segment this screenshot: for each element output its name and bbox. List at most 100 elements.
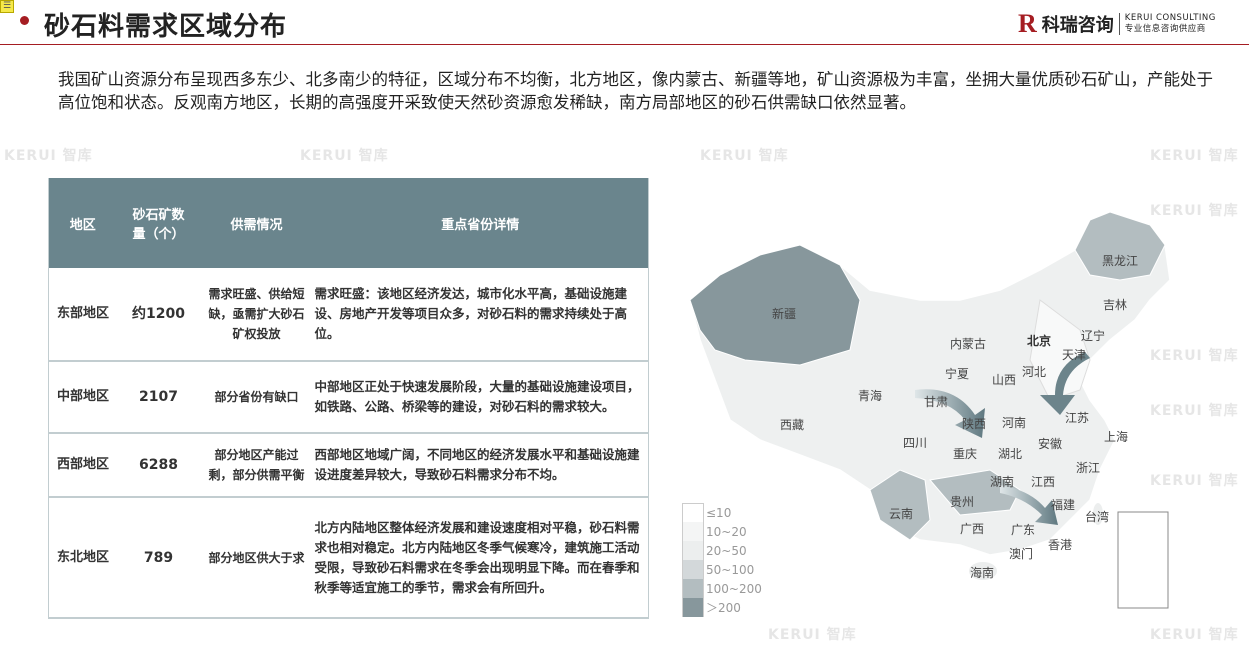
col-header-count: 砂石矿数量（个）	[116, 178, 201, 268]
logo-cn: 科瑞咨询	[1041, 15, 1114, 36]
legend-label: ＞200	[706, 601, 741, 615]
title-divider	[0, 44, 1249, 45]
flow-arrow-west	[915, 389, 985, 438]
watermark: KERUI 智库	[700, 148, 789, 164]
legend-item: 50~100	[682, 560, 762, 579]
province-label: 贵州	[950, 495, 975, 509]
map-region-hainan	[969, 562, 997, 580]
province-label: 西藏	[780, 418, 805, 432]
province-label: 吉林	[1103, 298, 1128, 312]
flow-arrow-north	[1040, 352, 1090, 415]
page-title: 砂石料需求区域分布	[44, 12, 288, 42]
note-icon[interactable]: ☰	[0, 0, 14, 13]
province-label: 湖北	[998, 447, 1023, 461]
watermark: KERUI 智库	[1150, 473, 1239, 489]
province-label: 黑龙江	[1102, 254, 1139, 268]
province-label: 广东	[1011, 523, 1036, 537]
province-label: 辽宁	[1081, 329, 1106, 343]
logo-en: KERUI CONSULTING 专业信息咨询供应商	[1125, 13, 1216, 35]
legend-swatch	[682, 522, 704, 541]
province-label: 海南	[970, 566, 995, 580]
cell-detail: 西部地区地域广阔，不同地区的经济发展水平和基础设施建设进度差异较大，导致砂石料需…	[312, 433, 649, 498]
cell-supply: 部分省份有缺口	[200, 361, 313, 434]
cell-count: 789	[116, 497, 201, 619]
legend-swatch	[682, 598, 704, 617]
cell-region: 中部地区	[48, 361, 117, 434]
province-label: 北京	[1027, 334, 1052, 348]
table-row: 西部地区 6288 部分地区产能过剩，部分供需平衡 西部地区地域广阔，不同地区的…	[48, 433, 649, 498]
cell-supply: 部分地区供大于求	[200, 497, 313, 619]
table-row: 东北地区 789 部分地区供大于求 北方内陆地区整体经济发展和建设速度相对平稳，…	[48, 497, 649, 619]
legend-label: 20~50	[706, 543, 747, 558]
logo: R 科瑞咨询 KERUI CONSULTING 专业信息咨询供应商	[1018, 9, 1216, 39]
flow-arrow-south	[1000, 485, 1058, 525]
legend-label: 50~100	[706, 562, 755, 577]
province-label: 安徽	[1038, 437, 1063, 451]
title-bullet	[20, 16, 29, 25]
province-label: 福建	[1051, 498, 1076, 512]
south-china-sea-inset	[1117, 511, 1169, 609]
legend-label: 100~200	[706, 581, 762, 596]
province-label: 四川	[903, 436, 928, 450]
intro-paragraph: 我国矿山资源分布呈现西多东少、北多南少的特征，区域分布不均衡，北方地区，像内蒙古…	[58, 70, 1213, 112]
watermark: KERUI 智库	[300, 148, 389, 164]
legend-swatch	[682, 579, 704, 598]
province-label: 甘肃	[924, 395, 949, 409]
province-label: 河南	[1002, 416, 1027, 430]
watermark: KERUI 智库	[1150, 203, 1239, 219]
province-label: 湖南	[990, 475, 1015, 489]
watermark: KERUI 智库	[4, 148, 93, 164]
province-label: 陕西	[962, 417, 987, 431]
cell-region: 西部地区	[48, 433, 117, 498]
province-label: 山西	[992, 373, 1017, 387]
map-region-taiwan	[1093, 503, 1103, 525]
table-header-row: 地区 砂石矿数量（个） 供需情况 重点省份详情	[48, 178, 649, 268]
map-region-east	[1029, 299, 1091, 401]
col-header-supply: 供需情况	[200, 178, 313, 268]
table-row: 中部地区 2107 部分省份有缺口 中部地区正处于快速发展阶段，大量的基础设施建…	[48, 361, 649, 434]
legend-swatch	[682, 541, 704, 560]
province-label: 上海	[1104, 430, 1129, 444]
cell-count: 2107	[116, 361, 201, 434]
col-header-region: 地区	[48, 178, 117, 268]
legend-swatch	[682, 503, 704, 522]
cell-supply: 部分地区产能过剩，部分供需平衡	[200, 433, 313, 498]
cell-count: 约1200	[116, 268, 201, 362]
cell-count: 6288	[116, 433, 201, 498]
province-label: 澳门	[1009, 547, 1034, 561]
cell-supply: 需求旺盛、供给短缺，亟需扩大砂石矿权投放	[200, 268, 313, 362]
map-region-heilongjiang	[1074, 211, 1166, 281]
legend-item: 10~20	[682, 522, 762, 541]
legend-item: 100~200	[682, 579, 762, 598]
legend-label: ≤10	[706, 505, 732, 520]
map-region-xinjiang	[689, 244, 861, 366]
province-label: 重庆	[953, 447, 978, 461]
watermark: KERUI 智库	[1150, 403, 1239, 419]
watermark: KERUI 智库	[768, 627, 857, 643]
legend-item: ≤10	[682, 503, 762, 522]
logo-mark: R	[1018, 9, 1037, 38]
cell-region: 东部地区	[48, 268, 117, 362]
province-label: 新疆	[772, 307, 797, 321]
map-region-guizhou	[929, 469, 1021, 516]
watermark: KERUI 智库	[1150, 627, 1239, 643]
logo-tagline: 专业信息咨询供应商	[1124, 24, 1206, 34]
province-label: 宁夏	[945, 367, 970, 381]
table-row: 东部地区 约1200 需求旺盛、供给短缺，亟需扩大砂石矿权投放 需求旺盛：该地区…	[48, 268, 649, 362]
province-label: 台湾	[1085, 510, 1110, 524]
province-label: 江西	[1031, 475, 1056, 489]
cell-detail: 中部地区正处于快速发展阶段，大量的基础设施建设项目，如铁路、公路、桥梁等的建设，…	[312, 361, 649, 434]
cell-detail: 北方内陆地区整体经济发展和建设速度相对平稳，砂石料需求也相对稳定。北方内陆地区冬…	[312, 497, 649, 619]
province-label: 香港	[1048, 538, 1073, 552]
watermark: KERUI 智库	[1150, 148, 1239, 164]
province-label: 青海	[858, 389, 883, 403]
legend-swatch	[682, 560, 704, 579]
map-legend: ≤10 10~20 20~50 50~100 100~200 ＞200	[682, 503, 762, 617]
legend-item: ＞200	[682, 598, 762, 617]
watermark: KERUI 智库	[1150, 348, 1239, 364]
cell-region: 东北地区	[48, 497, 117, 619]
province-label: 天津	[1062, 348, 1087, 362]
cell-detail: 需求旺盛：该地区经济发达，城市化水平高，基础设施建设、房地产开发等项目众多，对砂…	[312, 268, 649, 362]
legend-label: 10~20	[706, 524, 747, 539]
